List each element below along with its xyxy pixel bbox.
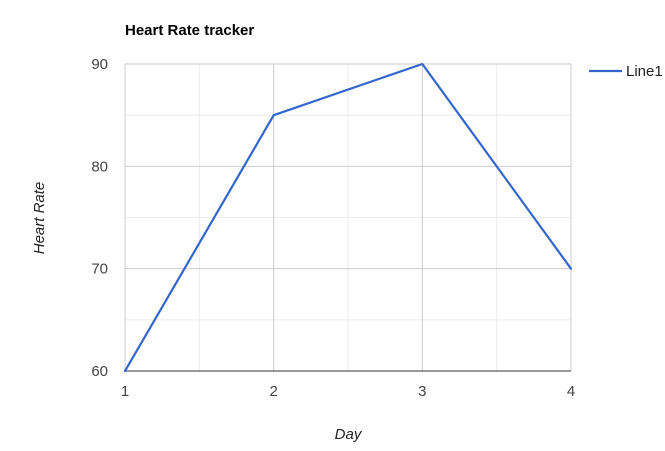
y-tick-label: 70 xyxy=(91,261,108,278)
x-tick-label: 4 xyxy=(567,383,575,400)
minor-gridlines xyxy=(125,64,571,371)
x-axis-tick-labels: 1 2 3 4 xyxy=(121,383,575,400)
legend: Line1 xyxy=(589,63,663,80)
chart-title: Heart Rate tracker xyxy=(125,22,254,39)
series-lines xyxy=(123,62,573,373)
data-points xyxy=(124,63,572,372)
x-tick-label: 1 xyxy=(121,383,129,400)
y-tick-label: 80 xyxy=(91,158,108,175)
legend-label: Line1 xyxy=(626,63,663,80)
y-tick-label: 90 xyxy=(91,56,108,73)
series-line xyxy=(123,62,573,373)
y-axis-tick-labels: 60 70 80 90 xyxy=(91,56,108,380)
x-axis-title: Day xyxy=(335,426,363,443)
x-tick-label: 2 xyxy=(269,383,277,400)
y-tick-label: 60 xyxy=(91,363,108,380)
y-axis-title: Heart Rate xyxy=(31,182,48,255)
x-tick-label: 3 xyxy=(418,383,426,400)
